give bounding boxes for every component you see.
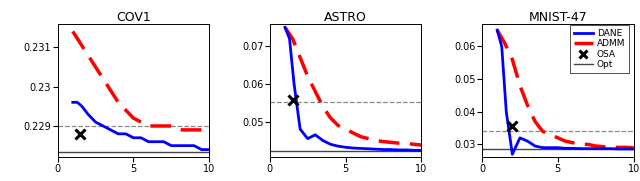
Legend: DANE, ADMM, OSA, Opt: DANE, ADMM, OSA, Opt (570, 25, 629, 73)
Title: COV1: COV1 (116, 10, 151, 24)
Title: ASTRO: ASTRO (324, 10, 367, 24)
Title: MNIST-47: MNIST-47 (529, 10, 587, 24)
